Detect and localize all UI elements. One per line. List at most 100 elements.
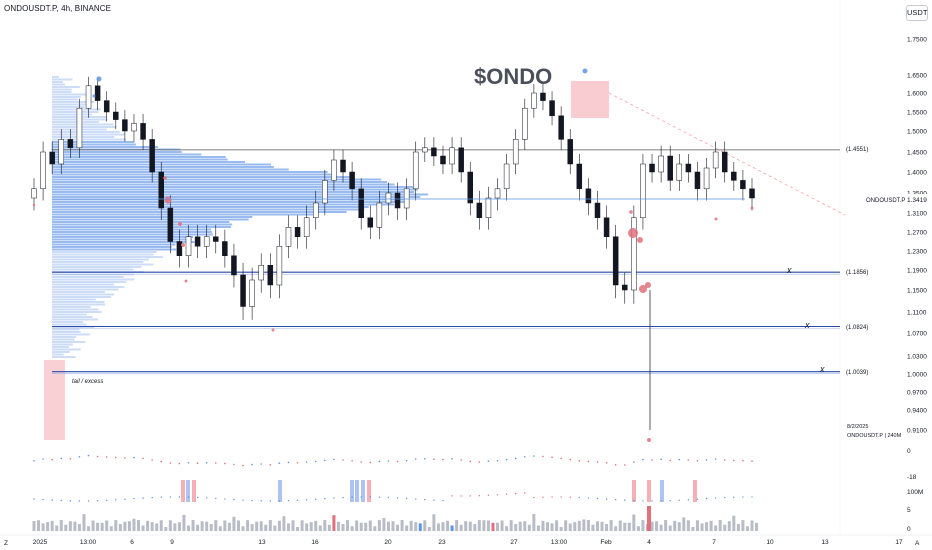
volume-bar (700, 523, 704, 531)
price-tick: 1.6000 (907, 91, 927, 98)
volume-bar (541, 520, 545, 531)
delta-dot (733, 496, 735, 498)
time-tick: 7 (712, 539, 716, 546)
delta-dot (296, 499, 299, 502)
price-tick: 1.1900 (907, 268, 927, 275)
volume-bar (314, 520, 318, 531)
volume-bar (241, 526, 245, 531)
volume-bar (105, 520, 109, 531)
volume-bar (150, 522, 154, 531)
osc-label: 0 (907, 448, 911, 455)
oscillator-dot (451, 458, 453, 460)
volume-profile-bar (52, 298, 96, 301)
candle-body (49, 151, 55, 165)
delta-dot (124, 498, 126, 500)
candle-body (267, 265, 274, 286)
delta-highlight (350, 480, 354, 502)
volume-bar (87, 526, 91, 531)
delta-highlight (647, 480, 651, 502)
volume-bar (677, 522, 681, 531)
volume-bar (568, 523, 572, 531)
candle-body (467, 171, 474, 204)
volume-bar (41, 523, 45, 531)
volume-bar (364, 522, 368, 531)
oscillator-dot (196, 462, 199, 465)
delta-dot (396, 497, 399, 499)
oscillator-dot (396, 460, 399, 463)
volume-profile-bar (52, 196, 421, 198)
volume-bar (168, 520, 172, 531)
volume-profile-bar (52, 241, 195, 243)
volume-bar (259, 521, 263, 531)
delta-dot (724, 496, 726, 499)
volume-bar (464, 521, 468, 531)
volume-profile-bar (52, 143, 136, 146)
volume-bar (327, 524, 331, 531)
candle-body (222, 241, 228, 256)
volume-profile-bar (52, 226, 231, 228)
currency-button[interactable]: USDT (906, 5, 928, 21)
volume-bar (555, 520, 559, 531)
corner-label-right[interactable]: A (915, 540, 920, 547)
delta-dot (678, 499, 680, 501)
candle-body (422, 147, 428, 153)
candle-body (567, 139, 573, 165)
candle-body (294, 227, 301, 237)
volume-profile-bar (52, 228, 212, 231)
volume-bar (573, 522, 577, 531)
price-tick: 1.5500 (907, 110, 927, 117)
volume-profile-bar (52, 151, 182, 153)
volume-profile-bar (52, 78, 73, 81)
symbol-header[interactable]: ONDOUSDT.P, 4h, BINANCE (4, 4, 112, 13)
volume-profile-bar (52, 111, 99, 113)
volume-bar (591, 524, 595, 531)
candle-body (549, 100, 555, 117)
candle-body (76, 107, 83, 149)
volume-profile-bar (52, 318, 99, 321)
volume-bar (282, 516, 286, 531)
volume-profile-bar (52, 158, 228, 161)
delta-dot (224, 498, 226, 500)
delta-dot (596, 497, 599, 500)
candle-body (612, 236, 619, 286)
oscillator-dot (696, 460, 699, 462)
volume-profile-bar (52, 211, 347, 213)
delta-dot (524, 492, 526, 494)
price-tick: 1.2300 (907, 249, 927, 256)
time-tick: 13:00 (551, 539, 568, 546)
time-tick: 23 (438, 539, 446, 546)
level-x-mark-1: x (786, 265, 792, 275)
volume-profile-bar (52, 263, 154, 266)
delta-dot (178, 496, 181, 498)
oscillator-dot (260, 463, 263, 465)
time-tick: 9 (170, 539, 174, 546)
delta-dot (478, 494, 481, 497)
delta-highlight (660, 480, 664, 502)
signal-bubble (647, 438, 651, 442)
price-tick: 0.9100 (907, 428, 927, 435)
volume-profile-bar (52, 101, 95, 103)
oscillator-dot (160, 460, 163, 463)
price-tick: 1.0000 (907, 372, 927, 379)
volume-profile-bar (52, 213, 316, 216)
signal-bubble (92, 94, 96, 98)
volume-bar (373, 526, 377, 531)
candle-body (349, 171, 355, 190)
volume-profile-bar (52, 238, 192, 241)
tail-excess-note: tail / excess (72, 379, 103, 385)
volume-profile-bar (52, 291, 105, 293)
delta-dot (51, 499, 53, 501)
volume-profile-bar (52, 353, 64, 356)
time-axis: 2025 13:00 6 9 13 16 20 23 27 13:00 Feb 4 7 10 13 17 (33, 539, 903, 546)
volume-profile-bar (52, 171, 328, 173)
price-tick: 1.0300 (907, 354, 927, 361)
volume-bar (586, 520, 590, 531)
delta-dot (669, 499, 671, 502)
price-tick: 0.9700 (907, 390, 927, 397)
corner-label-left[interactable]: Z (4, 540, 8, 547)
volume-bar (286, 523, 290, 531)
volume-profile-bar (52, 341, 86, 343)
volume-bar (346, 520, 350, 531)
oscillator-dot (287, 461, 290, 464)
